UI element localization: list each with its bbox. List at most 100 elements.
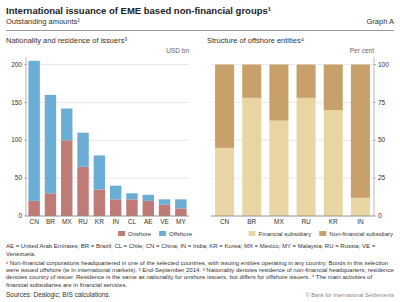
bars [215,65,370,216]
legend-swatch [319,231,326,236]
x-tick-label: AE [144,218,153,225]
x-tick-label: KR [329,218,338,225]
charts: Nationality and residence of issuers³ USD… [6,35,394,240]
y-tick-label: 75 [378,99,386,106]
legend: Onshore Offshore [118,231,193,237]
bar [77,167,88,216]
bar [269,65,288,121]
y-tick-label: 200 [11,61,22,68]
bar [61,108,72,140]
page: International issuance of EME based non-… [0,0,400,302]
bar [159,205,170,216]
bar [297,65,316,98]
bar [94,190,105,217]
bar [242,98,261,216]
bar [77,133,88,167]
x-tick-label: RU [301,218,311,225]
bar [215,65,234,148]
grid-line [26,216,189,217]
legend: Financial subsidiary Non-financial subsid… [249,231,393,237]
bar [324,110,343,216]
y-axis-label: Per cent [350,47,374,54]
bar [94,155,105,189]
subtitle-row: Outstanding amounts² Graph A [6,17,394,31]
legend-swatch [118,231,125,236]
grid-line [211,102,374,103]
x-tick-label: VE [160,218,169,225]
legend-label: Non-financial subsidiary [329,231,393,237]
bar [297,98,316,216]
x-tick-label: IN [357,218,364,225]
grid-line [26,64,189,65]
bar [45,95,56,193]
y-tick-label: 25 [378,174,386,181]
y-tick-label: 150 [11,99,22,106]
grid-line [211,64,374,65]
bar [28,61,39,201]
chart-panel: Nationality and residence of issuers³ USD… [6,35,193,240]
y-tick-label: 100 [11,136,22,143]
y-axis [26,57,27,216]
bar [110,199,121,216]
footnote: AE = United Arab Emirates; BR = Brazil; … [6,243,394,258]
panel-title: Nationality and residence of issuers³ [6,36,127,45]
x-tick-label: CN [29,218,39,225]
y-tick-label: 50 [378,136,386,143]
notes: AE = United Arab Emirates; BR = Brazil; … [6,243,394,289]
footnote: ¹ Non-financial corporations headquarter… [6,260,394,289]
y-axis [374,57,375,216]
title: International issuance of EME based non-… [6,5,394,17]
legend-label: Offshore [169,231,193,237]
x-tick-label: CN [220,218,230,225]
bar [143,195,154,201]
bar [351,65,370,198]
legend-swatch [159,231,166,236]
bar [351,198,370,216]
graph-label: Graph A [366,17,394,27]
y-tick-label: 0 [378,212,382,219]
legend-label: Financial subsidiary [259,231,312,237]
footer: AE = United Arab Emirates; BR = Brazil; … [6,243,394,299]
y-tick-label: 0 [18,212,22,219]
bar [159,199,170,204]
bar [269,121,288,216]
x-axis [211,216,374,217]
bar [110,186,121,200]
x-tick-label: IN [112,218,119,225]
bars [28,61,186,216]
grid-line [211,178,374,179]
chart-panel: Structure of offshore entities⁴ Per cent 0… [207,35,394,240]
source-row: Sources: Dealogic; BIS calculations. © Ba… [6,291,394,299]
bar [126,193,137,199]
bar [324,65,343,110]
bar [215,148,234,216]
x-tick-label: BR [247,218,256,225]
bar [28,201,39,216]
header: International issuance of EME based non-… [6,5,394,31]
x-tick-label: MX [274,218,284,225]
legend-swatch [249,231,256,236]
x-tick-label: RU [78,218,88,225]
bar [175,208,186,216]
legend-label: Onshore [128,231,152,237]
panel-title: Structure of offshore entities⁴ [207,36,304,45]
source: Sources: Dealogic; BIS calculations. [6,291,110,299]
x-tick-label: CL [128,218,137,225]
x-tick-label: MY [176,218,186,225]
bar [45,193,56,216]
bar [242,65,261,98]
x-tick-label: BR [46,218,55,225]
grid-line [211,140,374,141]
bar [143,201,154,216]
bar [61,140,72,216]
y-axis-label: USD bn [166,47,189,54]
y-tick-label: 100 [378,61,389,68]
bar [175,199,186,208]
bar [126,199,137,216]
grid-line [211,216,374,217]
x-axis [26,216,189,217]
subtitle: Outstanding amounts² [6,17,80,27]
y-tick-label: 50 [15,174,23,181]
x-tick-label: KR [95,218,104,225]
copyright: © Bank for International Settlements [306,291,394,299]
